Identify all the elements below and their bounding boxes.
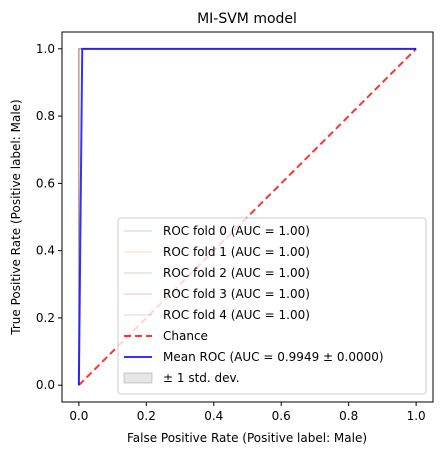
y-tick-label: 0.8: [36, 109, 55, 123]
legend-label: ± 1 std. dev.: [163, 371, 240, 385]
y-tick-label: 0.2: [36, 311, 55, 325]
legend-label: ROC fold 1 (AUC = 1.00): [163, 245, 310, 259]
y-tick-label: 0.6: [36, 176, 55, 190]
x-tick-label: 0.2: [137, 409, 156, 423]
x-tick-label: 1.0: [407, 409, 426, 423]
axes-frame: [61, 31, 434, 403]
x-axis-title: False Positive Rate (Positive label: Mal…: [127, 431, 367, 445]
x-tick-label: 0.6: [272, 409, 291, 423]
legend-label: ROC fold 2 (AUC = 1.00): [163, 266, 310, 280]
chart-title: MI-SVM model: [197, 11, 297, 27]
y-tick-label: 0.4: [36, 244, 55, 258]
x-tick-label: 0.0: [69, 409, 88, 423]
legend-swatch: [123, 372, 153, 384]
series-line-6: [77, 47, 417, 386]
x-tick-label: 0.8: [339, 409, 358, 423]
legend-box: [117, 217, 427, 395]
y-tick-label: 0.0: [36, 378, 55, 392]
x-tick-label: 0.4: [204, 409, 223, 423]
y-axis: 0.0 0.2 0.4 0.6 0.8 1.0: [36, 42, 62, 392]
legend-label: ROC fold 0 (AUC = 1.00): [163, 224, 310, 238]
legend: ROC fold 0 (AUC = 1.00) ROC fold 1 (AUC =…: [117, 217, 427, 395]
legend-label: ROC fold 4 (AUC = 1.00): [163, 308, 310, 322]
legend-label: ROC fold 3 (AUC = 1.00): [163, 287, 310, 301]
y-axis-title: True Positive Rate (Positive label: Male…: [9, 99, 23, 335]
x-axis: 0.0 0.2 0.4 0.6 0.8 1.0: [69, 402, 426, 423]
legend-label: Chance: [163, 329, 208, 343]
legend-label: Mean ROC (AUC = 0.9949 ± 0.0000): [163, 350, 384, 364]
y-tick-label: 1.0: [36, 42, 55, 56]
